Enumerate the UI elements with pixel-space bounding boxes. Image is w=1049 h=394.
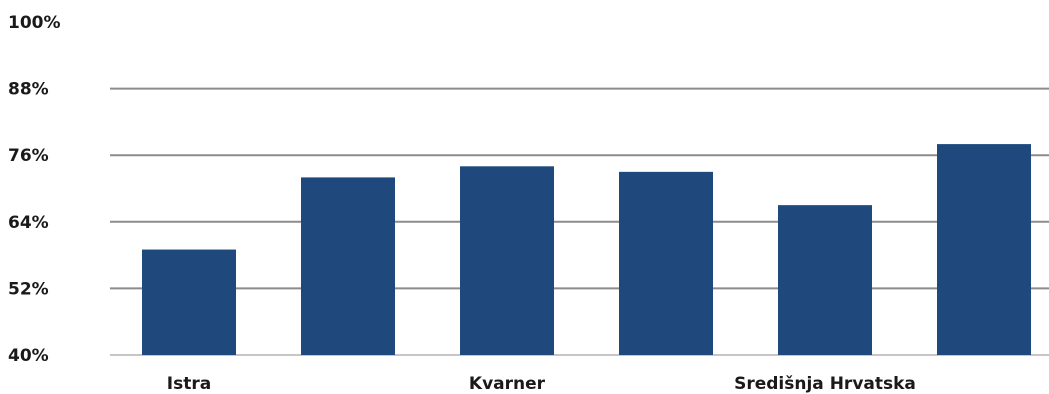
y-tick-label: 100% — [8, 13, 61, 33]
bar-1 — [301, 177, 395, 355]
x-axis-categories: Istra Kvarner Središnja Hrvatska — [167, 374, 916, 394]
y-tick-label: 64% — [8, 213, 49, 233]
x-category-label: Kvarner — [469, 374, 546, 394]
y-tick-label: 52% — [8, 279, 49, 299]
bar-2 — [460, 166, 554, 355]
y-tick-label: 40% — [8, 346, 49, 366]
x-category-label: Istra — [167, 374, 211, 394]
x-category-label: Središnja Hrvatska — [734, 374, 916, 394]
bars — [142, 144, 1031, 355]
bar-3 — [619, 171, 713, 355]
y-tick-label: 76% — [8, 146, 49, 166]
gridlines — [110, 87, 1049, 356]
bar-4 — [778, 205, 872, 355]
bar-5 — [937, 144, 1031, 355]
bar-0 — [142, 249, 236, 355]
y-axis-ticks: 40% 52% 64% 76% 88% 100% — [8, 13, 61, 366]
y-tick-label: 88% — [8, 80, 49, 100]
